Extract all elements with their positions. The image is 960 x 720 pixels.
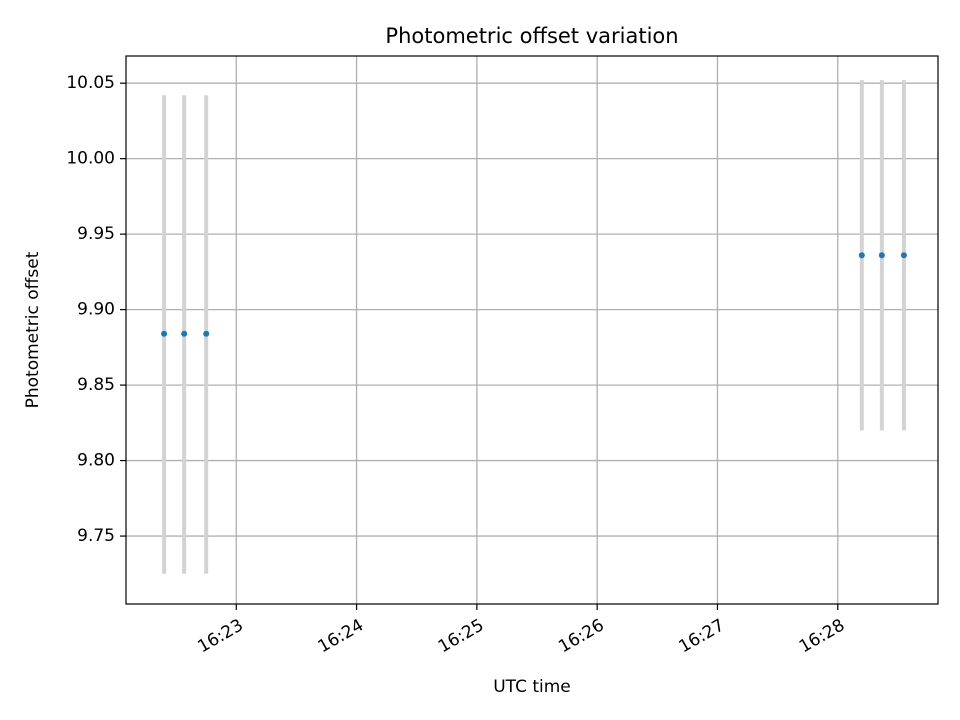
data-point [858, 252, 865, 259]
plot-frame [125, 55, 939, 605]
x-axis-label: UTC time [493, 677, 571, 697]
y-tick-label: 10.00 [66, 149, 115, 169]
y-axis-label: Photometric offset [23, 251, 43, 408]
chart-title: Photometric offset variation [385, 24, 678, 48]
y-tick-label: 9.95 [77, 224, 115, 244]
data-point [900, 252, 907, 259]
data-point [878, 252, 885, 259]
y-axis-ticks: 9.75 9.80 9.85 9.90 9.95 10.00 10.05 [66, 73, 126, 546]
data-points [161, 252, 907, 337]
data-point [161, 330, 168, 337]
data-point [181, 330, 188, 337]
data-point [203, 330, 210, 337]
y-tick-label: 9.85 [77, 375, 115, 395]
y-tick-label: 10.05 [66, 73, 115, 93]
y-tick-label: 9.90 [77, 300, 115, 320]
plot-area-background [126, 56, 938, 604]
grid [126, 56, 938, 604]
y-tick-label: 9.75 [77, 526, 115, 546]
y-tick-label: 9.80 [77, 451, 115, 471]
